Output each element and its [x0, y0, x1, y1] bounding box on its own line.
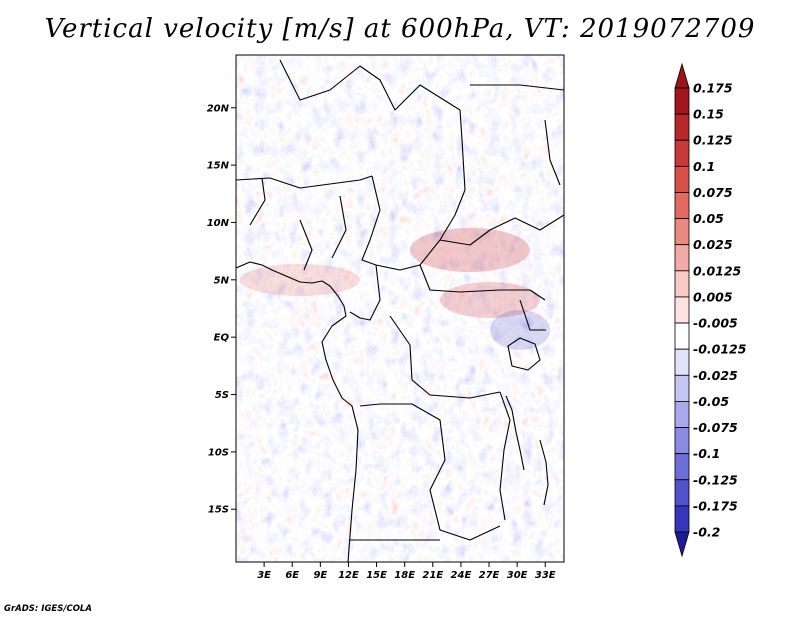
lon-tick-label: 33E — [535, 570, 556, 581]
colorbar-segment — [674, 348, 690, 376]
lat-tick-label: 20N — [207, 103, 230, 114]
colorbar-label: -0.1 — [693, 446, 720, 461]
colorbar-segment — [674, 322, 690, 350]
colorbar-label: -0.175 — [693, 498, 738, 513]
map-title: Vertical velocity [m/s] at 600hPa, VT: 2… — [44, 14, 756, 44]
colorbar-segment — [674, 374, 690, 402]
lon-tick-label: 30E — [507, 570, 528, 581]
lat-tick-label: 10N — [207, 218, 230, 229]
grads-credit: GrADS: IGES/COLA — [4, 604, 92, 614]
colorbar-segment — [674, 479, 690, 507]
lon-tick-label: 6E — [285, 570, 299, 581]
lon-tick-label: 3E — [257, 570, 271, 581]
lon-tick-label: 24E — [451, 570, 472, 581]
country-borders — [236, 59, 564, 562]
map-frame — [235, 54, 565, 563]
colorbar-label: -0.2 — [693, 525, 720, 540]
colorbar-label: 0.0125 — [693, 263, 742, 278]
colorbar-segment — [674, 87, 690, 115]
colorbar-label: -0.05 — [693, 394, 729, 409]
lat-tick-label: 15N — [207, 161, 230, 172]
colorbar-label: -0.0125 — [693, 342, 747, 357]
lat-tick-label: 15S — [208, 505, 229, 516]
colorbar-label: 0.025 — [693, 237, 733, 252]
colorbar-bottom-arrow — [674, 531, 690, 558]
colorbar-segment — [674, 453, 690, 481]
lon-tick-label: 12E — [338, 570, 359, 581]
colorbar-segment — [674, 113, 690, 141]
colorbar-label: -0.075 — [693, 420, 738, 435]
colorbar-segment — [674, 427, 690, 455]
colorbar-label: 0.15 — [693, 107, 724, 122]
colorbar-segment — [674, 139, 690, 167]
colorbar-label: 0.175 — [693, 81, 733, 96]
colorbar-segment — [674, 296, 690, 324]
colorbar-segment — [674, 401, 690, 428]
colorbar-label: 0.1 — [693, 159, 715, 174]
lon-tick-label: 9E — [313, 570, 327, 581]
colorbar-label: 0.05 — [693, 211, 724, 226]
colorbar-segment — [674, 218, 690, 246]
lon-tick-label: 15E — [366, 570, 387, 581]
lat-tick-label: 10S — [208, 447, 229, 458]
colorbar-segment — [674, 270, 690, 298]
lat-tick-label: EQ — [214, 333, 230, 344]
latitude-axis: 20N 15N 10N 5N EQ 5S 10S 15S — [207, 103, 236, 516]
colorbar-segment — [674, 244, 690, 272]
colorbar-label: 0.125 — [693, 133, 733, 148]
colorbar-label: 0.075 — [693, 185, 733, 200]
colorbar-segment — [674, 505, 690, 533]
lat-tick-label: 5N — [214, 275, 230, 286]
colorbar-top-arrow — [674, 62, 690, 89]
colorbar: 0.175 0.15 0.125 0.1 0.075 0.05 0.025 0.0125 0.0… — [674, 62, 747, 558]
longitude-axis: 3E 6E 9E 12E 15E 18E 21E 24E 27E 30E 33E — [257, 562, 556, 581]
colorbar-label: 0.005 — [693, 289, 733, 304]
colorbar-segment — [674, 192, 690, 219]
lon-tick-label: 18E — [394, 570, 415, 581]
velocity-field — [236, 55, 564, 562]
lon-tick-label: 21E — [422, 570, 443, 581]
colorbar-segment — [674, 165, 690, 193]
colorbar-label: -0.125 — [693, 472, 738, 487]
lon-tick-label: 27E — [479, 570, 500, 581]
colorbar-label: -0.025 — [693, 368, 738, 383]
colorbar-label: -0.005 — [693, 316, 738, 331]
lat-tick-label: 5S — [215, 390, 229, 401]
